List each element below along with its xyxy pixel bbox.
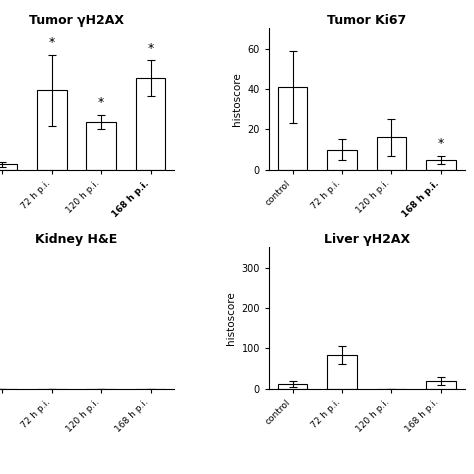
Title: Tumor γH2AX: Tumor γH2AX	[29, 14, 124, 27]
Bar	[426, 381, 456, 389]
Bar	[376, 137, 406, 170]
Text: *: *	[438, 137, 444, 150]
Y-axis label: histoscore: histoscore	[226, 291, 236, 345]
Bar	[426, 160, 456, 170]
Title: Kidney H&E: Kidney H&E	[36, 233, 118, 246]
Bar	[86, 122, 116, 170]
Text: *: *	[98, 96, 104, 109]
Y-axis label: histoscore: histoscore	[232, 72, 242, 126]
Bar	[37, 90, 67, 170]
Bar	[0, 164, 17, 170]
Bar	[136, 78, 165, 170]
Text: *: *	[49, 36, 55, 49]
Text: *: *	[147, 42, 154, 55]
Title: Tumor Ki67: Tumor Ki67	[327, 14, 406, 27]
Bar	[327, 355, 357, 389]
Bar	[278, 87, 308, 170]
Title: Liver γH2AX: Liver γH2AX	[324, 233, 410, 246]
Bar	[278, 384, 308, 389]
Bar	[327, 149, 357, 170]
